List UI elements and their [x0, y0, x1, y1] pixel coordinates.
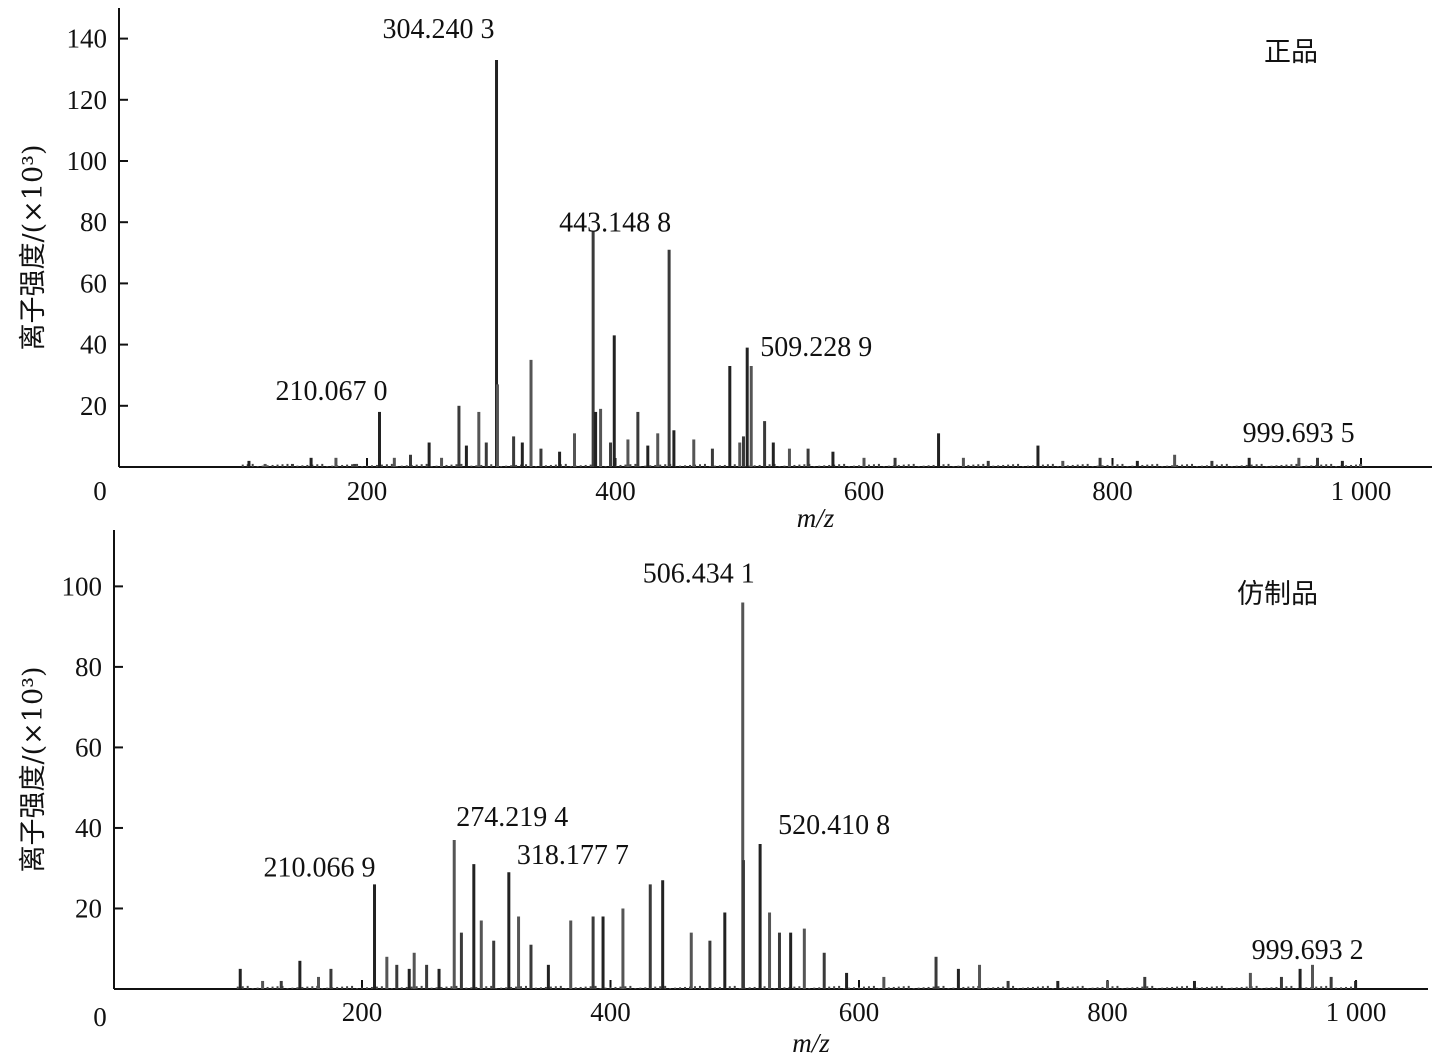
- y-tick-label: 100: [67, 146, 108, 176]
- panel-label: 正品: [1264, 37, 1318, 68]
- peak-annotation: 304.240 3: [383, 14, 495, 45]
- peak-annotation: 210.066 9: [264, 852, 376, 883]
- x-tick-label: 400: [590, 997, 631, 1027]
- x-tick-label: 800: [1087, 997, 1128, 1027]
- x-tick-label: 600: [844, 476, 885, 506]
- x-tick-label: 1 000: [1326, 997, 1387, 1027]
- peak-annotation: 274.219 4: [456, 802, 568, 833]
- x-tick-label: 200: [342, 997, 383, 1027]
- y-tick-label: 80: [80, 207, 107, 237]
- peak-annotation: 999.693 2: [1252, 935, 1364, 966]
- spectrum-panel-1: 20 40 60 80 100 120 140 0 200 400 600 800 1 000 304.2…: [18, 8, 1432, 533]
- peak-annotation: 210.067 0: [276, 376, 388, 407]
- y-tick-label: 140: [67, 24, 108, 54]
- y-tick-label: 120: [67, 85, 108, 115]
- y-tick-label: 100: [62, 571, 103, 601]
- peak-annotation: 443.148 8: [559, 208, 671, 239]
- x-axis-label: m/z: [792, 1028, 830, 1058]
- x-tick-label: 0: [93, 476, 107, 506]
- y-tick-label: 60: [75, 732, 102, 762]
- y-axis-label: 离子强度/(×10³): [18, 667, 49, 873]
- y-tick-label: 20: [80, 391, 107, 421]
- peak-annotation: 509.228 9: [760, 332, 872, 363]
- y-tick-label: 20: [75, 893, 102, 923]
- y-tick-label: 80: [75, 652, 102, 682]
- y-axis-label: 离子强度/(×10³): [18, 145, 49, 351]
- panel-label: 仿制品: [1237, 579, 1318, 610]
- x-tick-label: 600: [839, 997, 880, 1027]
- x-tick-label: 1 000: [1331, 476, 1392, 506]
- peak-annotation: 520.410 8: [778, 810, 890, 841]
- y-tick-label: 40: [80, 330, 107, 360]
- peaks: [238, 602, 1358, 989]
- peak-annotation: 318.177 7: [517, 840, 629, 871]
- x-tick-label: 800: [1092, 476, 1133, 506]
- peaks: [247, 60, 1363, 467]
- x-tick-label: 400: [595, 476, 636, 506]
- y-tick-label: 40: [75, 813, 102, 843]
- x-tick-label: 0: [93, 1002, 107, 1032]
- peak-annotation: 506.434 1: [643, 558, 755, 589]
- x-tick-label: 200: [347, 476, 388, 506]
- peak-annotation: 999.693 5: [1243, 418, 1355, 449]
- y-tick-label: 60: [80, 268, 107, 298]
- x-axis-label: m/z: [797, 503, 835, 533]
